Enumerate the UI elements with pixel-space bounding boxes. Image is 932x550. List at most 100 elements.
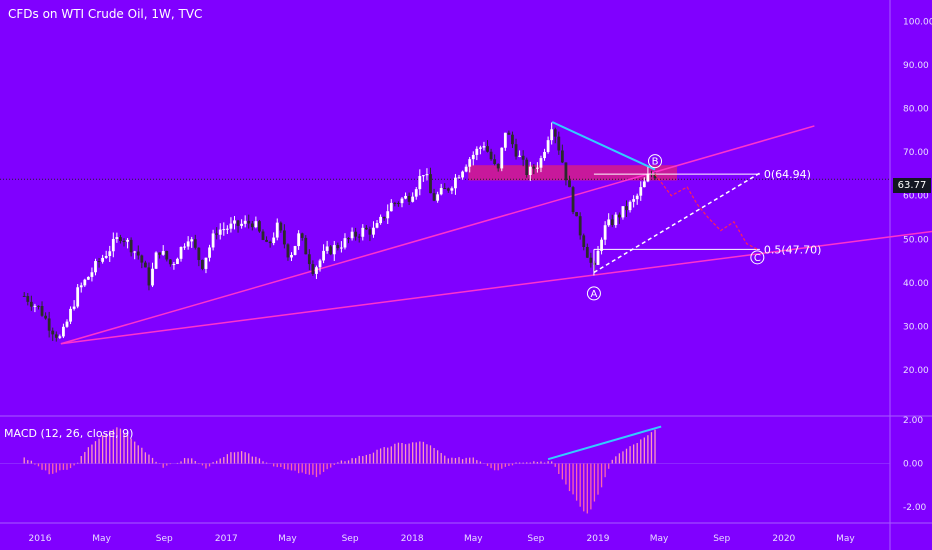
candle-body bbox=[539, 158, 543, 168]
candle bbox=[543, 148, 546, 161]
candle-body bbox=[97, 261, 101, 263]
candle bbox=[486, 140, 489, 153]
macd-divergence-line bbox=[547, 425, 662, 461]
candle bbox=[379, 214, 383, 225]
candle bbox=[557, 131, 561, 155]
candle bbox=[190, 236, 194, 248]
candle-body bbox=[22, 295, 26, 297]
candle-body bbox=[500, 147, 504, 169]
candle-body bbox=[179, 246, 183, 259]
candle bbox=[129, 237, 133, 257]
candle bbox=[550, 122, 554, 145]
candle-body bbox=[65, 321, 69, 327]
candle bbox=[414, 187, 418, 200]
candle-body bbox=[233, 220, 236, 224]
candle bbox=[229, 217, 233, 233]
candle bbox=[304, 235, 308, 255]
price-tick-label: 80.00 bbox=[903, 105, 929, 115]
candle-body bbox=[258, 221, 261, 232]
wave-point-c: C bbox=[750, 250, 765, 265]
candle-body bbox=[464, 166, 468, 172]
candle bbox=[400, 197, 404, 208]
candle bbox=[578, 212, 582, 240]
candle bbox=[172, 261, 176, 270]
candle bbox=[607, 213, 611, 227]
candle bbox=[315, 265, 318, 280]
candle-body bbox=[582, 235, 586, 248]
candle-body bbox=[307, 254, 311, 265]
time-tick-label: 2018 bbox=[401, 534, 424, 544]
candle bbox=[179, 246, 183, 262]
candle-body bbox=[315, 267, 318, 274]
candle bbox=[108, 245, 112, 262]
candle bbox=[322, 244, 325, 264]
candle bbox=[111, 232, 115, 258]
macd-indicator-label[interactable]: MACD (12, 26, close, 9) bbox=[4, 427, 134, 440]
candle-body bbox=[571, 187, 575, 213]
candle bbox=[168, 259, 172, 267]
candle-body bbox=[240, 223, 244, 226]
candle bbox=[72, 300, 76, 311]
candle-body bbox=[211, 233, 215, 248]
candle-body bbox=[457, 177, 461, 179]
candle-body bbox=[286, 244, 290, 258]
candle-body bbox=[272, 237, 276, 244]
candle-body bbox=[54, 334, 58, 338]
time-tick-label: 2017 bbox=[215, 534, 238, 544]
candle bbox=[500, 147, 504, 172]
candle bbox=[58, 334, 62, 339]
candle-body bbox=[325, 246, 329, 251]
candle bbox=[454, 173, 457, 195]
candle-body bbox=[432, 193, 436, 201]
candle-body bbox=[454, 177, 457, 189]
candle-body bbox=[443, 188, 447, 190]
candle-body bbox=[183, 246, 186, 248]
wave-point-a: A bbox=[586, 286, 601, 301]
candle-body bbox=[621, 206, 625, 218]
candle-body bbox=[536, 167, 539, 169]
candle bbox=[119, 234, 122, 244]
candle-body bbox=[521, 155, 525, 160]
candle bbox=[546, 136, 550, 154]
candle bbox=[293, 245, 297, 256]
candle bbox=[642, 177, 646, 188]
candle bbox=[104, 250, 108, 259]
candle-body bbox=[486, 146, 489, 152]
candle bbox=[610, 214, 614, 228]
candle bbox=[336, 242, 340, 251]
candle bbox=[418, 169, 422, 196]
candle bbox=[536, 162, 539, 173]
candle bbox=[553, 127, 557, 144]
candle-body bbox=[72, 306, 76, 309]
candle bbox=[429, 167, 432, 194]
candle bbox=[340, 241, 343, 253]
wave-point-circle bbox=[750, 250, 765, 265]
candle bbox=[254, 216, 258, 229]
candle-body bbox=[265, 239, 268, 242]
candle bbox=[258, 219, 261, 233]
macd-tick-label: 0.00 bbox=[903, 460, 923, 470]
candle bbox=[407, 192, 411, 206]
candle-body bbox=[40, 306, 44, 316]
candle-body bbox=[600, 239, 603, 251]
price-tick-label: 40.00 bbox=[903, 279, 929, 289]
candle-body bbox=[165, 250, 169, 260]
candle-body bbox=[468, 159, 472, 167]
current-price-badge: 63.77 bbox=[893, 178, 931, 193]
candle bbox=[272, 232, 276, 246]
candle bbox=[568, 175, 571, 188]
candle-body bbox=[525, 159, 529, 175]
candle-body bbox=[646, 173, 650, 182]
candle-body bbox=[254, 221, 258, 228]
candle bbox=[236, 219, 240, 233]
candle bbox=[571, 185, 575, 215]
candle bbox=[596, 245, 600, 265]
candle-body bbox=[347, 238, 350, 240]
candle-body bbox=[58, 336, 62, 338]
candle bbox=[482, 141, 486, 151]
candle-body bbox=[450, 188, 454, 191]
time-tick-label: May bbox=[278, 534, 297, 544]
candle-body bbox=[575, 212, 579, 217]
candle-body bbox=[147, 267, 151, 286]
